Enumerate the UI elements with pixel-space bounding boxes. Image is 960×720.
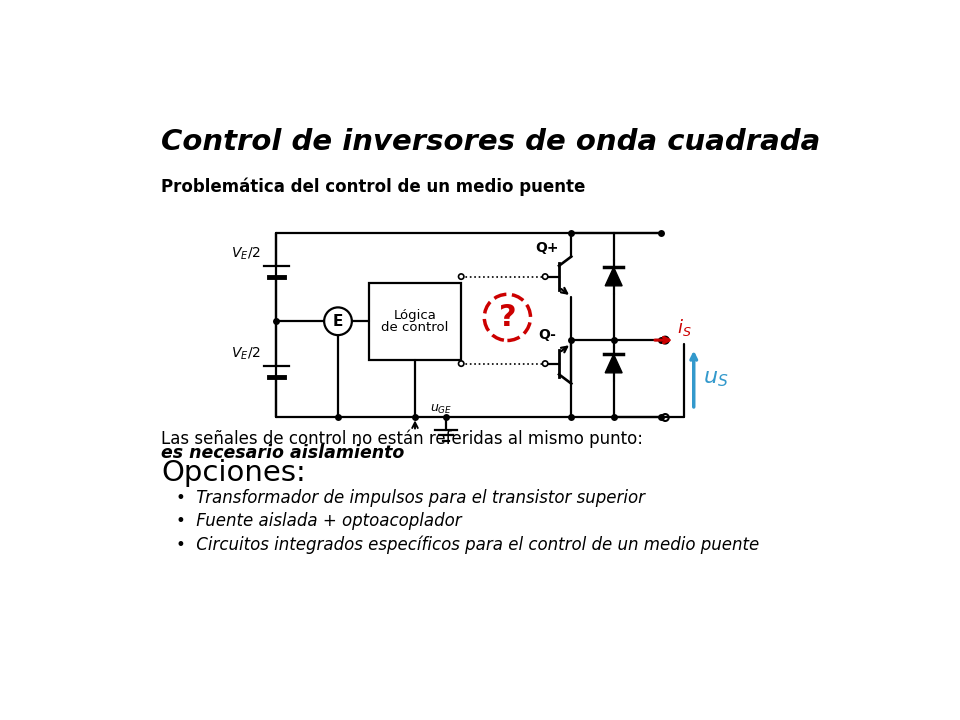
Text: $u_S$: $u_S$: [703, 369, 729, 389]
Circle shape: [459, 274, 464, 279]
Text: $\bf{E}$: $\bf{E}$: [332, 313, 344, 329]
Text: Problemática del control de un medio puente: Problemática del control de un medio pue…: [161, 177, 586, 196]
Text: •  Circuitos integrados específicos para el control de un medio puente: • Circuitos integrados específicos para …: [177, 535, 759, 554]
Polygon shape: [605, 354, 622, 373]
Text: $u_{GE}$: $u_{GE}$: [430, 402, 452, 415]
Polygon shape: [605, 267, 622, 286]
Text: Opciones:: Opciones:: [161, 459, 305, 487]
Text: ?: ?: [498, 303, 516, 332]
Text: de control: de control: [381, 321, 448, 334]
Text: •  Transformador de impulsos para el transistor superior: • Transformador de impulsos para el tran…: [177, 490, 645, 508]
Text: •  Fuente aislada + optoacoplador: • Fuente aislada + optoacoplador: [177, 513, 462, 531]
Text: Lógica: Lógica: [394, 309, 437, 322]
Circle shape: [459, 361, 464, 366]
Text: $i_S$: $i_S$: [677, 318, 691, 338]
Text: Q+: Q+: [536, 241, 559, 255]
Circle shape: [542, 361, 548, 366]
Text: $V_E/2$: $V_E/2$: [231, 246, 261, 262]
Bar: [369, 283, 461, 360]
Text: Las señales de control no están referidas al mismo punto:: Las señales de control no están referida…: [161, 429, 643, 448]
Text: Q-: Q-: [539, 328, 557, 342]
Circle shape: [542, 274, 548, 279]
Text: $V_E/2$: $V_E/2$: [231, 346, 261, 362]
Text: es necesario aislamiento: es necesario aislamiento: [161, 444, 404, 462]
Text: Control de inversores de onda cuadrada: Control de inversores de onda cuadrada: [161, 128, 820, 156]
